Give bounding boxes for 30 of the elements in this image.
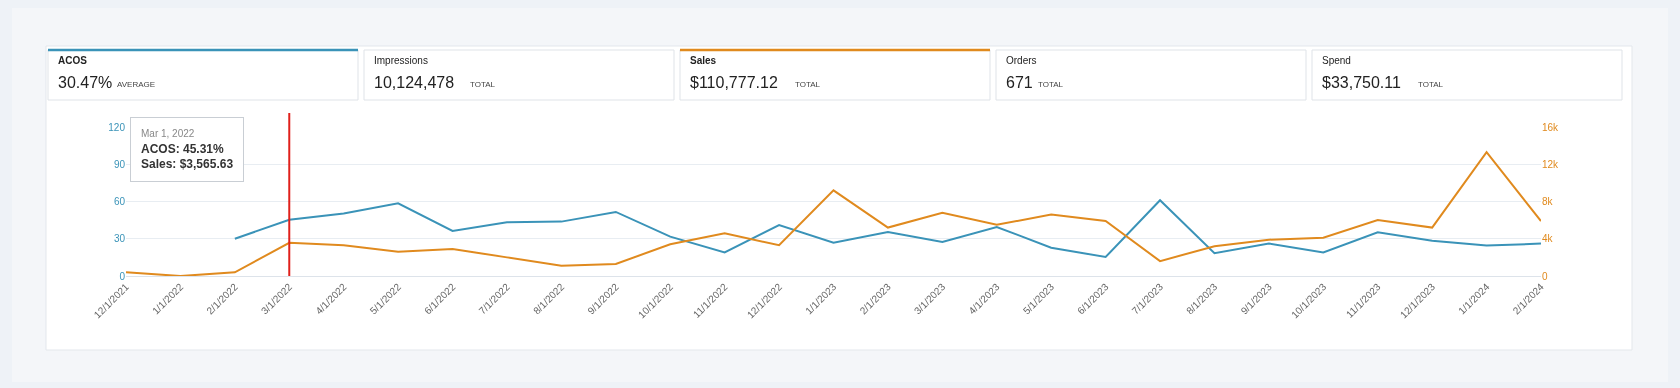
text: AVERAGE — [117, 80, 156, 89]
text: Orders — [1006, 55, 1037, 66]
y2-tick-label: 12k — [1542, 158, 1560, 170]
y2-tick-label: 8k — [1542, 196, 1554, 207]
text: TOTAL — [795, 80, 821, 89]
y-tick-label: 90 — [113, 158, 126, 170]
text: TOTAL — [1418, 80, 1444, 89]
y2-tick-label: 0 — [1542, 270, 1548, 282]
text: 671 — [1006, 74, 1033, 91]
text: TOTAL — [470, 80, 496, 89]
annotation: Mar 1, 2022 — [141, 128, 195, 139]
y2-tick-label: 4k — [1542, 233, 1554, 245]
text: ACOS — [58, 55, 88, 66]
y-tick-label: 120 — [108, 121, 126, 133]
text: Spend — [1322, 55, 1351, 66]
line-series — [233, 199, 1541, 258]
y-tick-label: 30 — [113, 233, 126, 245]
line-series — [126, 151, 1541, 276]
y2-tick-label: 16k — [1542, 121, 1560, 133]
y-tick-label: 0 — [119, 270, 126, 282]
text: $110,777.12 — [690, 74, 778, 91]
text: Impressions — [374, 55, 428, 66]
text: 10,124,478 — [374, 74, 455, 91]
text: Sales — [690, 55, 717, 66]
text: TOTAL — [1038, 80, 1064, 89]
text: $33,750.11 — [1322, 74, 1401, 91]
y-tick-label: 60 — [113, 196, 126, 207]
annotation: ACOS: 45.31% — [141, 141, 225, 156]
annotation: Sales: $3,565.63 — [141, 157, 234, 172]
text: 30.47% — [58, 74, 113, 91]
